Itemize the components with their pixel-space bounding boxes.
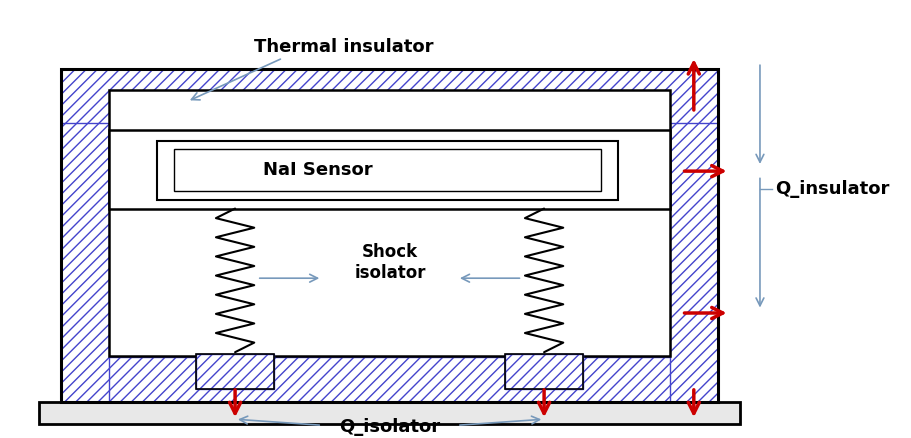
Text: Thermal insulator: Thermal insulator [254,38,434,56]
Bar [196,354,274,389]
Bar [109,90,670,356]
Bar [670,88,718,402]
Text: Shock
isolator: Shock isolator [354,243,425,282]
Bar [61,69,718,123]
Text: Q_isolator: Q_isolator [340,418,441,436]
Bar [505,354,583,389]
Bar [61,69,718,402]
Bar [39,402,740,424]
Bar [61,88,109,402]
Bar [196,354,274,389]
Text: NaI Sensor: NaI Sensor [263,161,373,179]
Bar [61,357,718,402]
Bar [174,149,600,191]
Text: Q_insulator: Q_insulator [774,180,889,198]
Bar [505,354,583,389]
Bar [157,141,618,200]
Bar [109,130,670,208]
